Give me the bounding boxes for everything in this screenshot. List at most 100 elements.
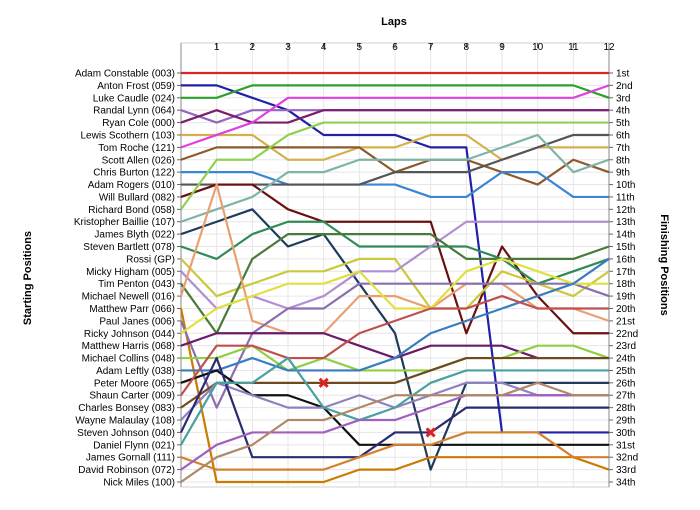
starting-position-label: Nick Miles (100) <box>103 478 175 489</box>
series-line-7 <box>180 84 610 149</box>
starting-position-label: Ricky Johnson (044) <box>84 329 175 340</box>
starting-position-label: Adam Constable (003) <box>75 69 175 80</box>
series-line-25 <box>181 258 610 372</box>
finishing-position-label: 8th <box>616 155 630 166</box>
starting-position-label: Steven Bartlett (078) <box>83 242 175 253</box>
finishing-position-label: 1st <box>616 69 630 80</box>
starting-position-label: Daniel Flynn (021) <box>93 440 175 451</box>
x-tick-label: 8 <box>464 42 470 53</box>
x-tick-label: 9 <box>499 42 505 53</box>
starting-position-label: Randal Lynn (064) <box>93 106 175 117</box>
series-line-34 <box>180 381 609 483</box>
finishing-position-label: 21st <box>616 316 635 327</box>
starting-position-label: Wayne Malaulay (108) <box>75 416 175 427</box>
starting-position-label: Chris Burton (122) <box>93 168 175 179</box>
starting-position-label: Matthew Parr (066) <box>89 304 175 315</box>
starting-position-label: James Blyth (022) <box>94 230 175 241</box>
series-line-31 <box>180 356 609 446</box>
finishing-position-label: 11th <box>616 192 635 203</box>
starting-position-label: Rossi (GP) <box>126 254 175 265</box>
finishing-position-label: 18th <box>616 279 635 290</box>
starting-position-label: Ryan Cole (000) <box>102 118 175 129</box>
finishing-position-label: 24th <box>616 354 635 365</box>
starting-position-label: Tom Roche (121) <box>98 143 175 154</box>
series-line-13 <box>180 133 610 223</box>
starting-position-label: Anton Frost (059) <box>97 81 175 92</box>
finishing-position-label: 6th <box>616 130 630 141</box>
finishing-position-label: 4th <box>616 106 630 117</box>
finishing-position-label: 28th <box>616 403 635 414</box>
series-line-3 <box>181 84 610 99</box>
x-tick-label: 1 <box>214 42 220 53</box>
finishing-position-label: 15th <box>616 242 635 253</box>
starting-position-label: Charles Bonsey (083) <box>78 403 175 414</box>
series-line-27 <box>180 294 609 396</box>
starting-position-label: Adam Rogers (010) <box>88 180 175 191</box>
x-tick-label: 4 <box>321 42 327 53</box>
starting-position-label: Paul Janes (006) <box>99 316 175 327</box>
starting-position-label: Luke Caudle (024) <box>93 93 175 104</box>
y-axis-title-left: Starting Positions <box>22 231 34 325</box>
starting-position-label: Kristopher Baillie (107) <box>74 217 175 228</box>
finishing-position-label: 13th <box>616 217 635 228</box>
finishing-position-label: 34th <box>616 478 635 489</box>
finishing-position-label: 2nd <box>616 81 633 92</box>
starting-position-label: James Gornall (111) <box>86 453 175 464</box>
series-line-32 <box>180 431 609 471</box>
starting-position-label: David Robinson (072) <box>78 465 175 476</box>
x-tick-label: 3 <box>285 42 291 53</box>
finishing-position-label: 27th <box>616 391 635 402</box>
series-line-20 <box>179 308 610 484</box>
x-tick-label: 6 <box>392 42 398 53</box>
series-line-33 <box>180 394 609 471</box>
finishing-position-label: 20th <box>616 304 635 315</box>
starting-position-label: Michael Newell (016) <box>82 292 175 303</box>
finishing-position-label: 31st <box>616 440 635 451</box>
starting-position-label: Peter Moore (065) <box>94 378 175 389</box>
retirement-marker <box>318 377 329 388</box>
starting-position-label: Will Bullard (082) <box>99 192 175 203</box>
starting-position-label: Tim Penton (043) <box>98 279 175 290</box>
finishing-position-label: 30th <box>616 428 635 439</box>
retirement-marker <box>425 427 436 438</box>
finishing-position-label: 33rd <box>616 465 636 476</box>
finishing-position-label: 7th <box>616 143 630 154</box>
starting-position-label: Matthew Harris (068) <box>82 341 175 352</box>
x-tick-label: 10 <box>532 42 544 53</box>
finishing-position-label: 9th <box>616 168 630 179</box>
finishing-position-label: 14th <box>616 230 635 241</box>
series-line-22 <box>180 257 609 335</box>
starting-position-label: Steven Johnson (040) <box>77 428 175 439</box>
series-line-30 <box>180 356 609 459</box>
finishing-position-label: 29th <box>616 416 635 427</box>
finishing-position-label: 12th <box>616 205 635 216</box>
y-axis-title-right: Finishing Positions <box>658 214 670 315</box>
finishing-position-label: 3rd <box>616 93 630 104</box>
starting-position-label: Micky Higham (005) <box>86 267 175 278</box>
finishing-position-label: 5th <box>616 118 630 129</box>
x-axis-title: Laps <box>381 16 407 28</box>
finishing-position-label: 32nd <box>616 453 638 464</box>
finishing-position-label: 17th <box>616 267 635 278</box>
finishing-position-label: 19th <box>616 292 635 303</box>
series-line-18 <box>180 233 610 335</box>
x-tick-label: 2 <box>250 42 256 53</box>
finishing-position-label: 10th <box>616 180 635 191</box>
starting-position-label: Michael Collins (048) <box>82 354 175 365</box>
starting-position-label: Adam Leftly (038) <box>96 366 175 377</box>
series-line-12 <box>180 121 609 210</box>
series-line-9 <box>181 171 609 199</box>
x-tick-label: 7 <box>428 42 434 53</box>
finishing-position-label: 26th <box>616 378 635 389</box>
starting-position-label: Richard Bond (058) <box>88 205 175 216</box>
x-tick-label: 5 <box>357 42 363 53</box>
finishing-position-label: 22nd <box>616 329 638 340</box>
starting-position-label: Scott Allen (026) <box>102 155 175 166</box>
finishing-position-label: 25th <box>616 366 635 377</box>
x-tick-label: 11 <box>568 42 579 53</box>
finishing-position-label: 23rd <box>616 341 636 352</box>
starting-position-label: Shaun Carter (009) <box>89 391 175 402</box>
finishing-position-label: 16th <box>616 254 635 265</box>
